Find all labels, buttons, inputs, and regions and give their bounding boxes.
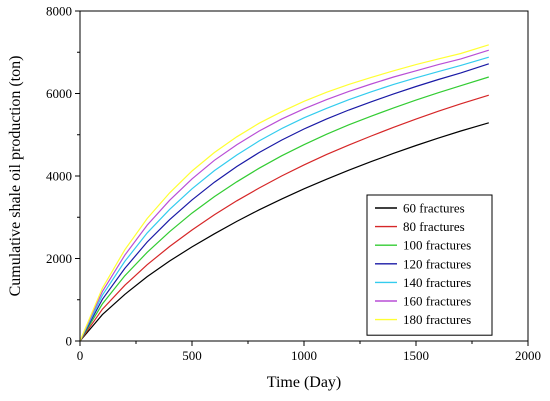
legend-label: 180 fractures xyxy=(403,312,471,327)
legend-box xyxy=(366,194,493,336)
y-tick-label: 6000 xyxy=(46,86,72,101)
series-line-7 xyxy=(79,44,489,342)
x-tick-label: 1000 xyxy=(291,348,317,363)
x-tick-label: 2000 xyxy=(515,348,541,363)
series-line-5 xyxy=(79,56,489,342)
legend-label: 160 fractures xyxy=(403,294,471,309)
y-axis-title: Cumulative shale oil production (ton) xyxy=(7,56,24,297)
y-tick-label: 8000 xyxy=(46,4,72,19)
series-lines xyxy=(79,44,489,342)
x-axis-title: Time (Day) xyxy=(267,374,342,391)
series-line-6 xyxy=(79,49,489,342)
legend-label: 100 fractures xyxy=(403,238,471,253)
y-axis: 0 2000 4000 6000 8000 xyxy=(46,4,80,349)
y-tick-label: 4000 xyxy=(46,169,72,184)
y-tick-label: 2000 xyxy=(46,251,72,266)
y-tick-label: 0 xyxy=(66,334,73,349)
series-line-1 xyxy=(79,122,489,342)
legend-label: 80 fractures xyxy=(403,219,465,234)
legend-label: 60 fractures xyxy=(403,201,465,216)
series-line-4 xyxy=(79,63,489,342)
legend-label: 120 fractures xyxy=(403,256,471,271)
series-line-2 xyxy=(79,94,489,342)
x-tick-label: 500 xyxy=(182,348,202,363)
x-tick-label: 1500 xyxy=(403,348,429,363)
x-tick-label: 0 xyxy=(77,348,84,363)
legend-label: 140 fractures xyxy=(403,275,471,290)
legend: 60 fractures 80 fractures 100 fractures 120… xyxy=(366,194,493,336)
series-line-3 xyxy=(79,76,489,342)
x-axis: 0 500 1000 1500 2000 xyxy=(77,341,541,363)
